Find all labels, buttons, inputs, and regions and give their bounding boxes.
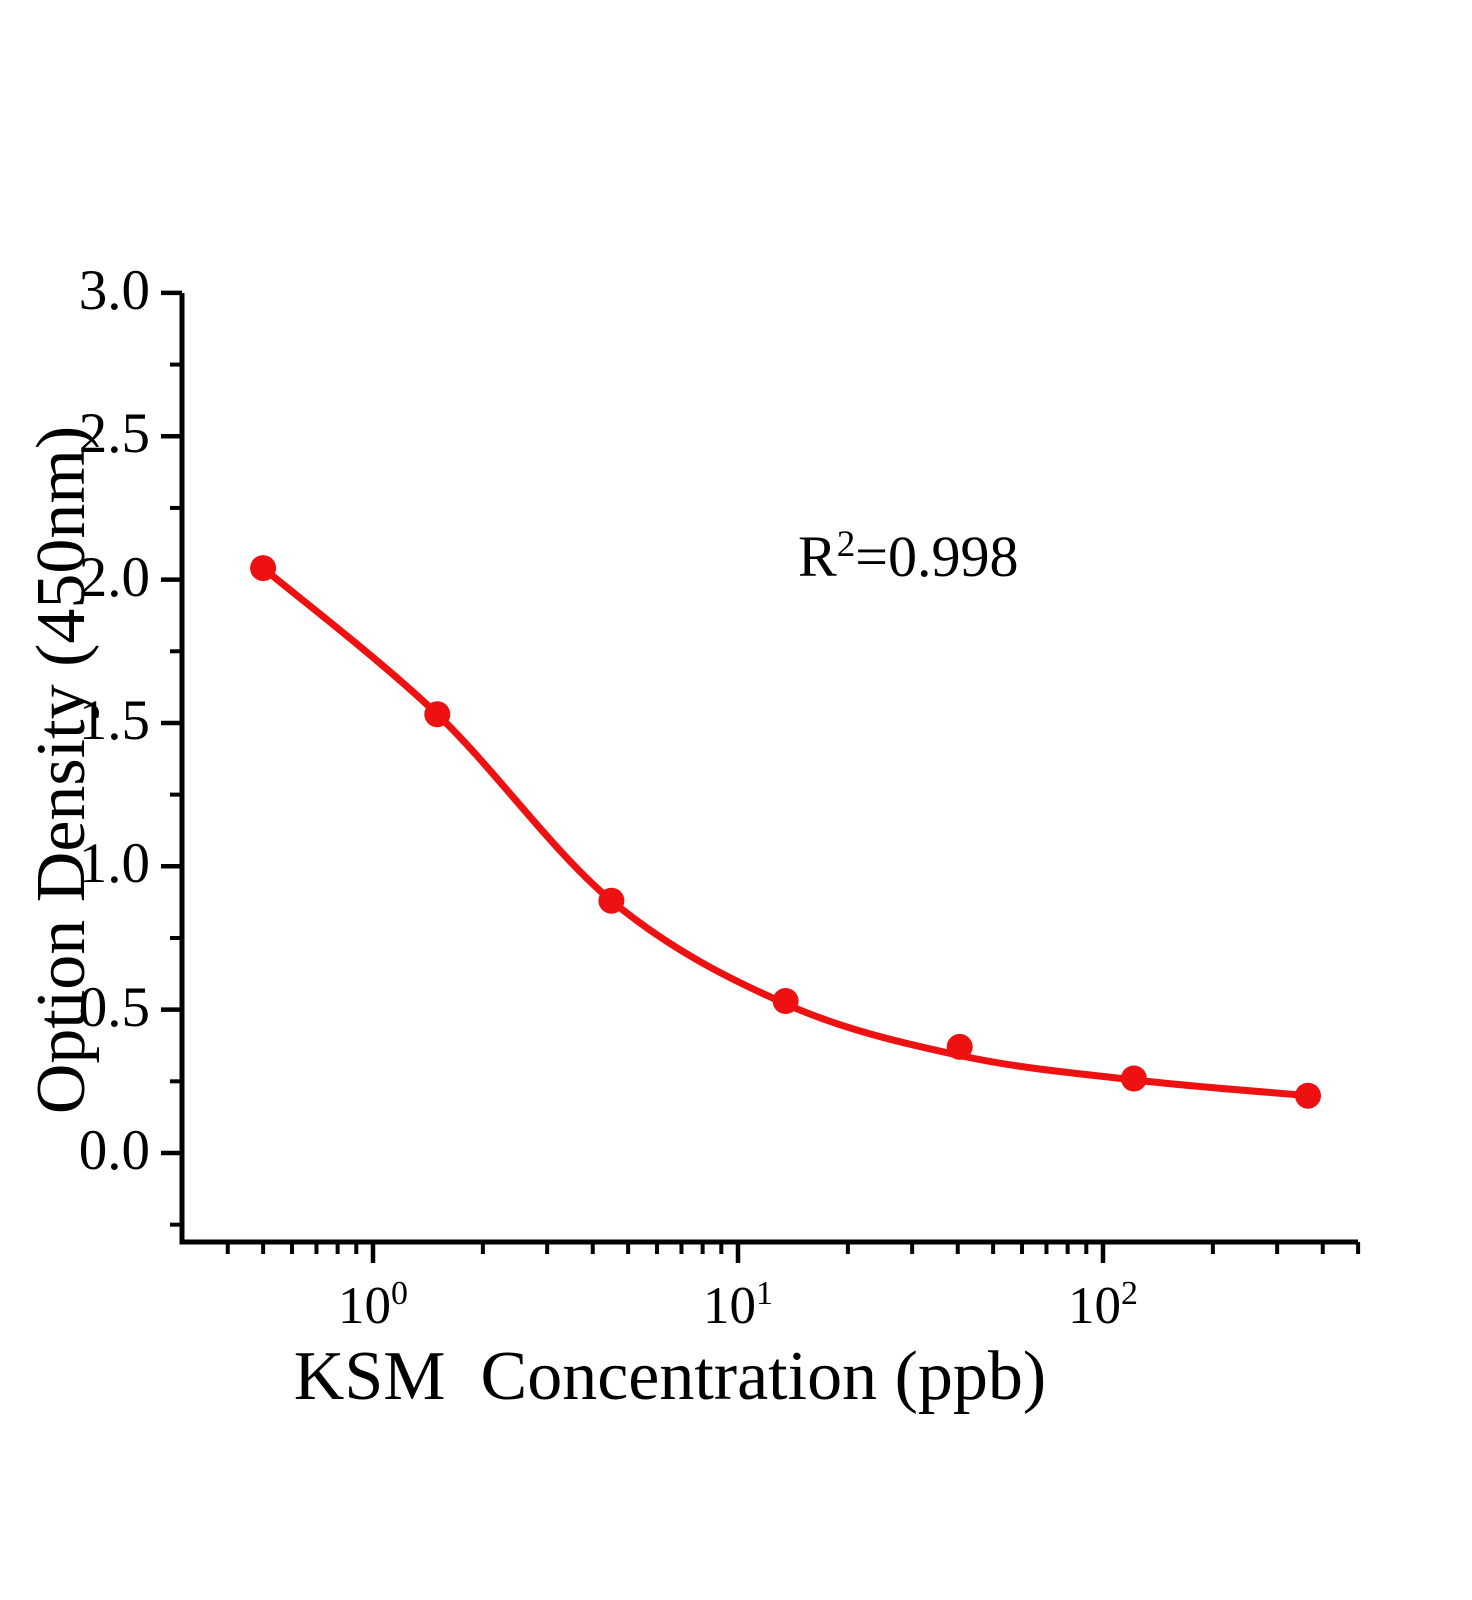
- x-tick-exponent: 2: [1121, 1275, 1138, 1313]
- x-axis-title: KSM Concentration (ppb): [293, 1338, 1047, 1415]
- data-point: [424, 701, 451, 728]
- fit-curve-line: [259, 564, 1312, 1100]
- x-tick-base: 10: [703, 1277, 757, 1335]
- y-axis-title: Option Density (450nm): [23, 425, 100, 1115]
- x-tick-base: 10: [338, 1277, 392, 1335]
- x-tick-label: 101: [658, 1277, 818, 1335]
- data-point: [598, 887, 625, 914]
- data-point: [250, 555, 277, 582]
- r-squared-annotation: R2=0.998: [798, 526, 1018, 586]
- data-point: [1120, 1065, 1147, 1092]
- y-tick-label: 1.0: [78, 832, 150, 896]
- axis-frame: [179, 293, 1358, 1245]
- y-tick-label: 3.0: [78, 259, 150, 323]
- x-tick-label: 102: [1023, 1277, 1183, 1335]
- annotation-sup: 2: [836, 523, 856, 565]
- data-point: [946, 1033, 973, 1060]
- x-tick-label: 100: [293, 1277, 453, 1335]
- annotation-base: R: [798, 524, 837, 589]
- y-tick-label: 2.0: [78, 545, 150, 609]
- data-point: [772, 988, 799, 1014]
- y-tick-label: 0.5: [78, 975, 150, 1039]
- x-tick-exponent: 1: [756, 1275, 773, 1313]
- data-point: [1295, 1082, 1321, 1109]
- annotation-rest: =0.998: [855, 524, 1019, 589]
- y-tick-label: 1.5: [78, 689, 150, 753]
- y-tick-label: 2.5: [78, 402, 150, 466]
- y-tick-label: 0.0: [78, 1119, 150, 1183]
- x-tick-base: 10: [1068, 1277, 1122, 1335]
- x-tick-exponent: 0: [391, 1275, 408, 1313]
